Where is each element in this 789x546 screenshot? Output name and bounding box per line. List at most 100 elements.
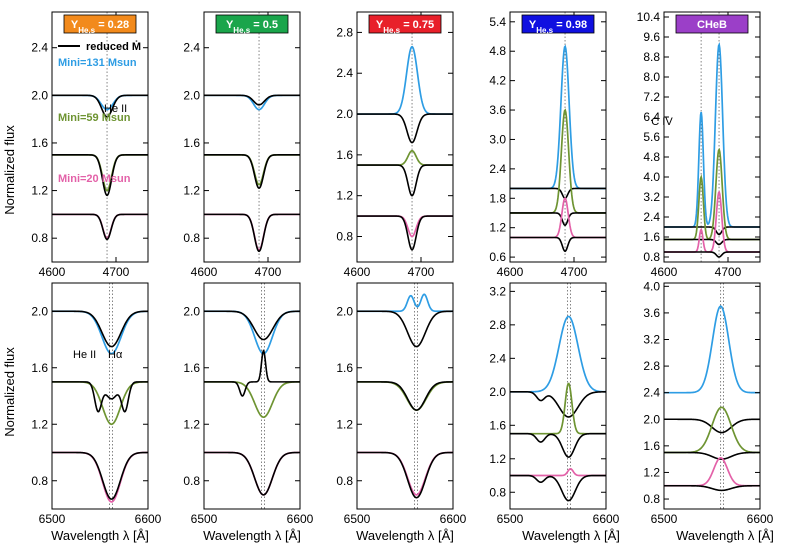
panel-badge <box>63 14 137 34</box>
spectrum-series-1 <box>357 310 453 348</box>
panel-frame <box>663 282 761 510</box>
legend-reduced-label: reduced Ṁ <box>86 40 141 53</box>
spectrum-series-4 <box>52 213 148 240</box>
ytick-label: 2.4 <box>183 41 200 55</box>
ytick-label: 2.0 <box>31 88 48 102</box>
panel-badge-label: YHe,s = 0.28 <box>71 19 129 35</box>
ytick-label: 0.8 <box>643 250 660 264</box>
panel-0-3: 0.6 1.2 1.8 2.4 3.0 3.6 4.2 4.8 5.4 4600 4700 YHe,s… <box>489 11 607 279</box>
ytick-label: 2.0 <box>183 88 200 102</box>
panel-badge <box>521 14 595 34</box>
spectrum-series-5 <box>357 215 453 251</box>
spectrum-series-1 <box>52 94 148 118</box>
ytick-label: 1.2 <box>336 417 353 431</box>
ylabel-top: Normalized flux <box>2 125 17 215</box>
panel-frame <box>356 282 454 510</box>
ytick-label: 0.8 <box>336 229 353 243</box>
panel-frame <box>203 11 301 263</box>
xtick-label: 4700 <box>103 265 130 279</box>
ytick-label: 3.2 <box>643 333 660 347</box>
ytick-label: 5.6 <box>643 130 660 144</box>
xtick-label: 4600 <box>344 265 371 279</box>
spectrum-series-0 <box>52 310 148 355</box>
xtick-label: 4700 <box>561 265 588 279</box>
spectrum-series-4 <box>52 451 148 503</box>
ytick-label: 2.4 <box>643 210 660 224</box>
panel-0-0: 0.8 1.2 1.6 2.0 2.4 4600 4700 YHe,s = 0.28 <box>31 11 149 279</box>
panel-badge-label: YHe,s = 0.75 <box>376 19 434 35</box>
ytick-label: 9.6 <box>643 30 660 44</box>
panel-frame <box>663 11 761 263</box>
spectrum-series-3 <box>664 451 760 460</box>
xtick-label: 6600 <box>747 512 774 526</box>
spectrum-series-2 <box>357 149 453 166</box>
ytick-label: 2.4 <box>336 66 353 80</box>
spectrum-series-0 <box>204 94 300 111</box>
ytick-label: 2.0 <box>336 304 353 318</box>
ytick-label: 7.2 <box>643 90 660 104</box>
spectrum-series-2 <box>52 381 148 426</box>
spectrum-series-5 <box>52 213 148 241</box>
spectrum-series-5 <box>510 474 606 502</box>
legend-mass-mid: Mini=59 Msun <box>58 112 131 124</box>
spectrum-series-4 <box>204 451 300 496</box>
spectrum-series-2 <box>204 381 300 419</box>
spectrum-series-1 <box>204 94 300 106</box>
spectrum-series-5 <box>664 484 760 492</box>
annotation-heii-bottom: He II <box>73 349 96 361</box>
spectrum-series-4 <box>204 213 300 251</box>
annotation-halpha: Hα <box>108 349 123 361</box>
ytick-label: 3.2 <box>643 190 660 204</box>
spectrum-series-1 <box>510 391 606 418</box>
spectrum-series-0 <box>664 41 760 228</box>
xlabel-1: Wavelength λ [Å] <box>51 528 149 543</box>
annotation-heii-top: He II <box>104 103 127 115</box>
spectrum-series-3 <box>664 238 760 246</box>
spectrum-series-2 <box>204 154 300 186</box>
xtick-label: 6500 <box>191 512 218 526</box>
xlabel-2: Wavelength λ [Å] <box>203 528 301 543</box>
ytick-label: 0.8 <box>336 474 353 488</box>
panel-frame <box>356 11 454 263</box>
panel-1-0: 0.8 1.2 1.6 2.0 6500 6600 <box>31 282 162 526</box>
annotation-civ: C IV <box>651 116 673 128</box>
panel-1-2: 0.8 1.2 1.6 2.0 6500 6600 <box>336 282 467 526</box>
ytick-label: 5.4 <box>489 15 506 29</box>
ytick-label: 0.8 <box>31 474 48 488</box>
ytick-label: 1.8 <box>489 191 506 205</box>
ytick-label: 8.8 <box>643 50 660 64</box>
xtick-label: 6500 <box>651 512 678 526</box>
xtick-label: 4600 <box>191 265 218 279</box>
ytick-label: 2.0 <box>336 107 353 121</box>
xtick-label: 4600 <box>651 265 678 279</box>
ytick-label: 1.6 <box>643 230 660 244</box>
spectrum-series-0 <box>357 45 453 115</box>
ytick-label: 1.6 <box>336 148 353 162</box>
spectrum-series-0 <box>357 293 453 313</box>
xtick-label: 4700 <box>255 265 282 279</box>
spectrum-series-4 <box>510 197 606 239</box>
ytick-label: 3.0 <box>489 132 506 146</box>
ytick-label: 2.0 <box>31 304 48 318</box>
spectrum-series-3 <box>357 164 453 197</box>
panels-layer: 0.8 1.2 1.6 2.0 2.4 4600 4700 YHe,s = 0.28 0.8 1.… <box>31 10 773 526</box>
ytick-label: 3.6 <box>489 103 506 117</box>
xtick-label: 4700 <box>408 265 435 279</box>
ytick-label: 6.4 <box>643 110 660 124</box>
ytick-label: 2.0 <box>643 412 660 426</box>
spectrum-series-4 <box>510 467 606 477</box>
xtick-label: 6500 <box>344 512 371 526</box>
ytick-label: 1.6 <box>489 418 506 432</box>
ytick-label: 2.8 <box>489 318 506 332</box>
ytick-label: 2.8 <box>336 25 353 39</box>
ytick-label: 4.8 <box>489 44 506 58</box>
ytick-label: 1.2 <box>336 189 353 203</box>
panel-frame <box>51 11 149 263</box>
xtick-label: 6600 <box>287 512 314 526</box>
ytick-label: 1.6 <box>31 136 48 150</box>
xtick-label: 6600 <box>440 512 467 526</box>
spectrum-series-5 <box>357 451 453 499</box>
panel-badge <box>675 14 749 34</box>
panel-badge <box>215 14 289 34</box>
panel-1-4: 0.8 1.2 1.6 2.0 2.4 2.8 3.2 3.6 4.0 6500 6600 <box>643 279 773 526</box>
